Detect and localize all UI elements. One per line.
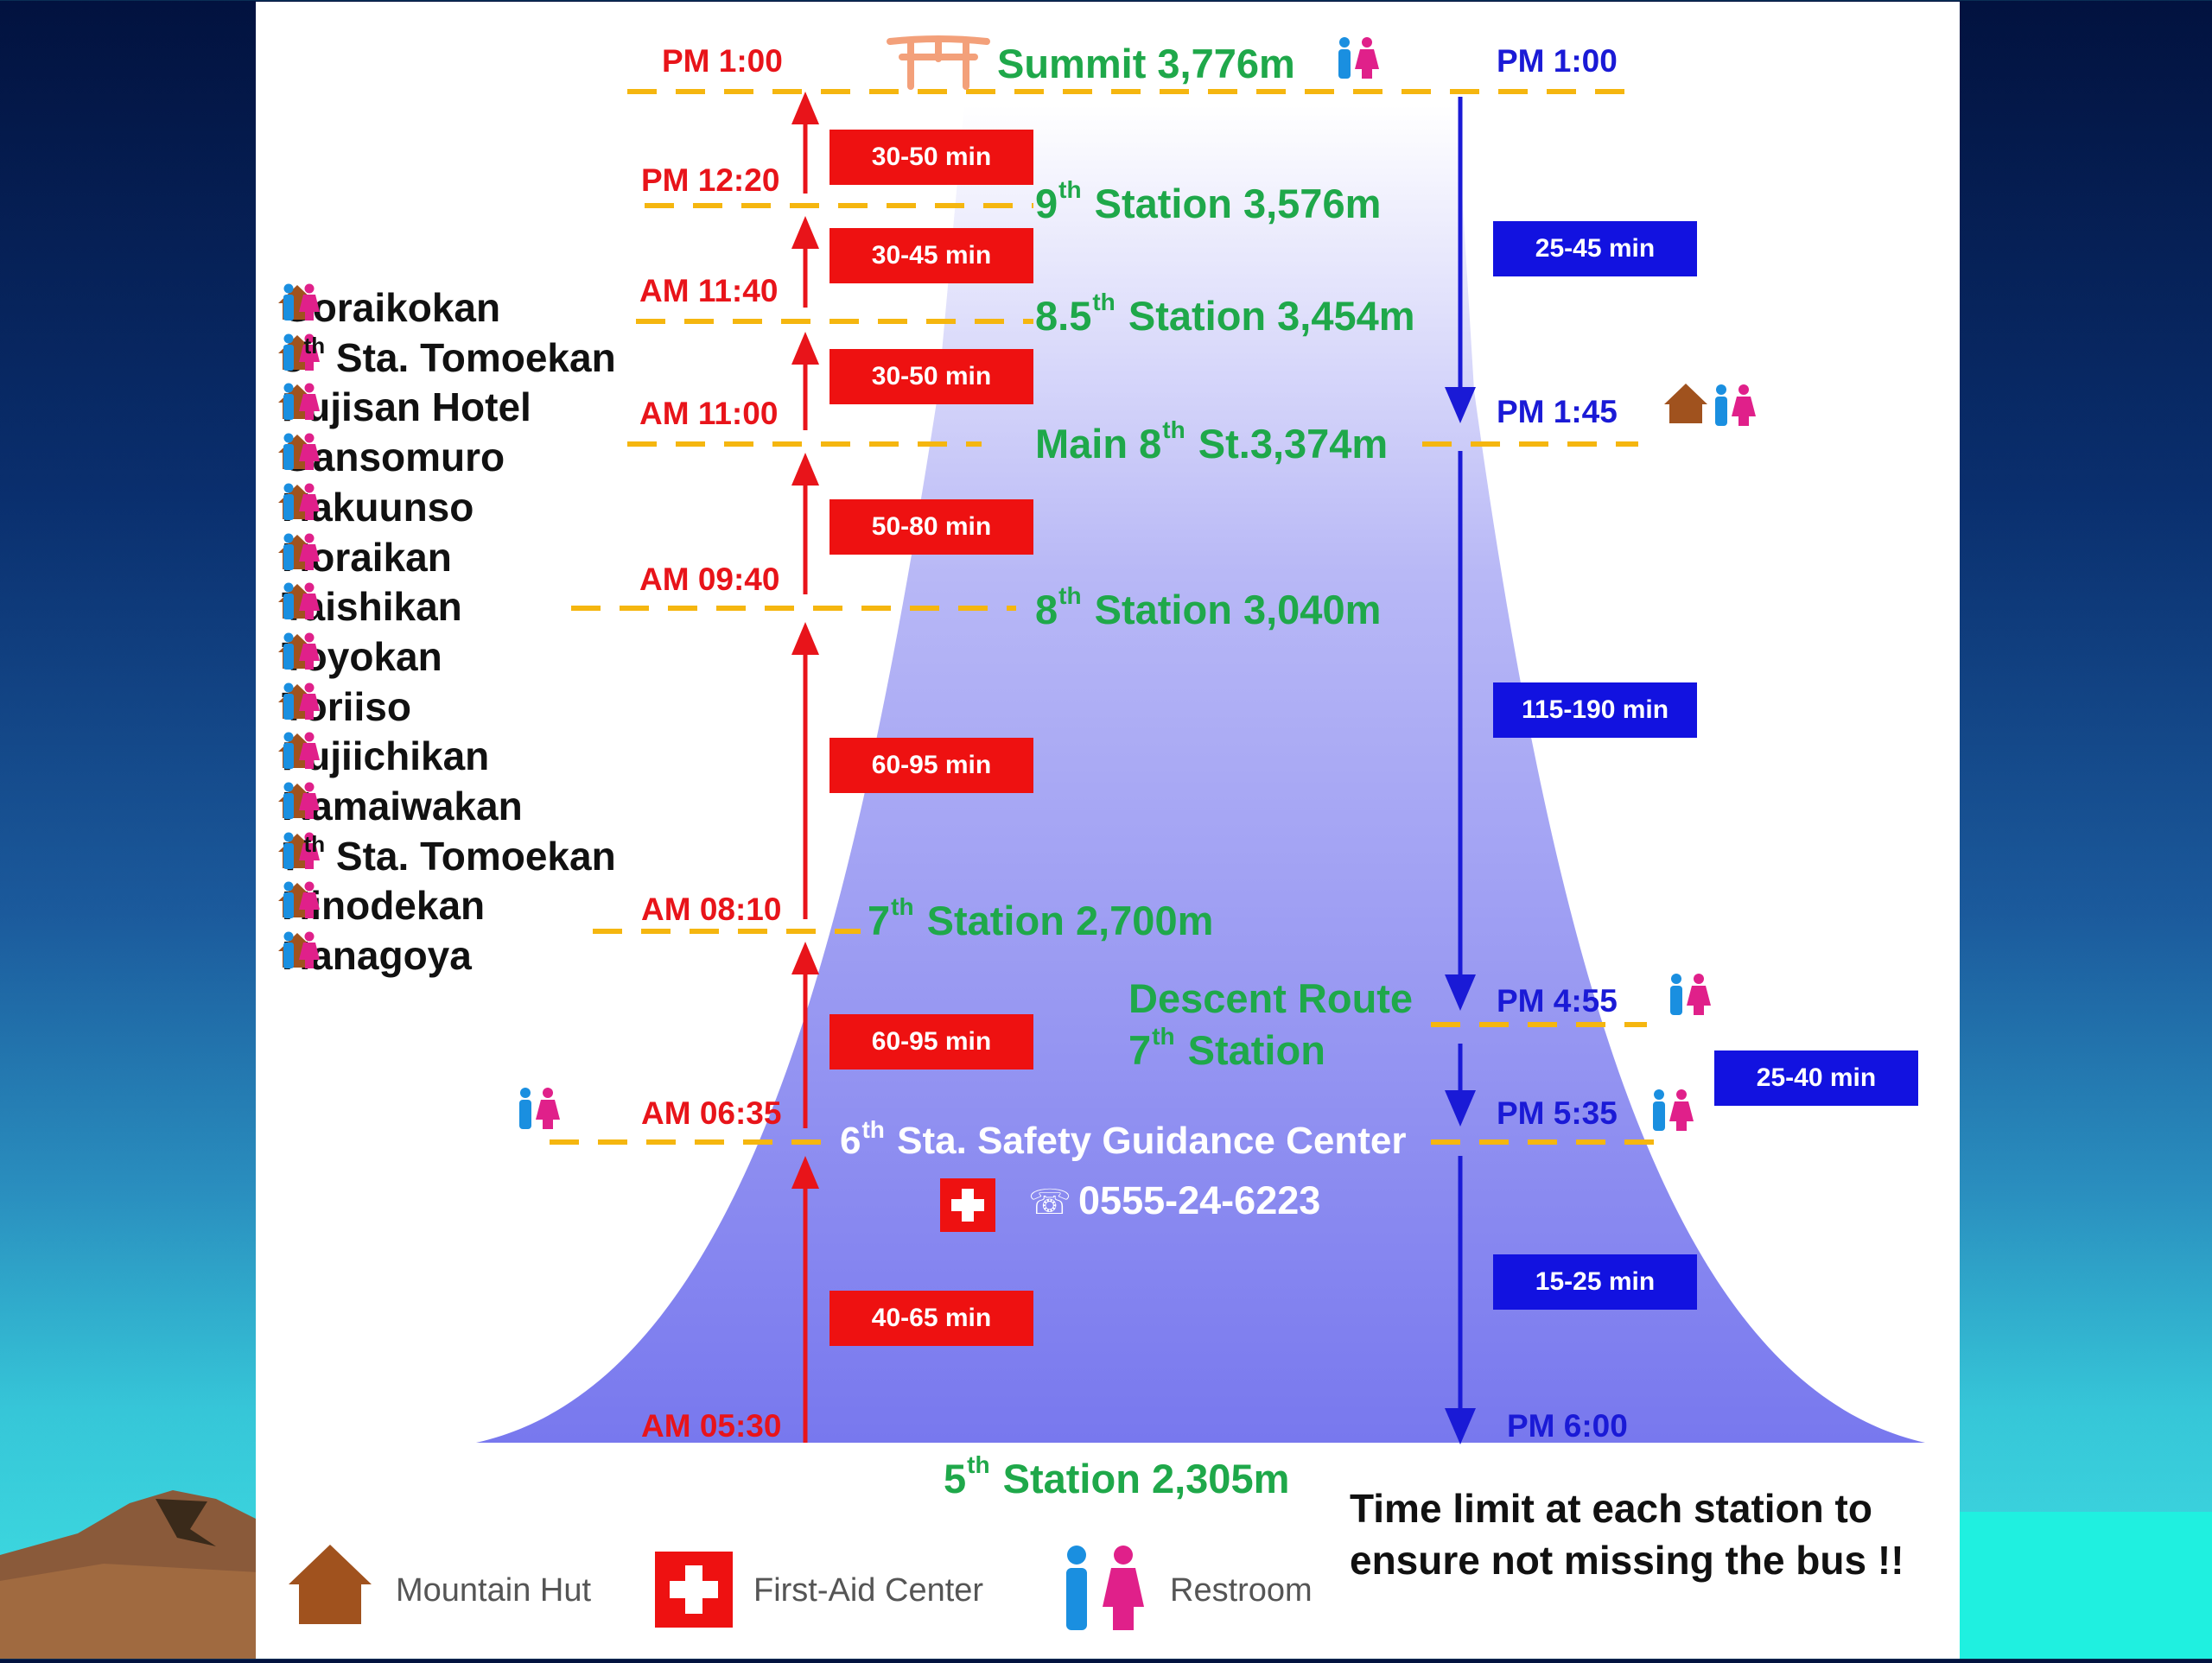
hut-row: Toyokan: [278, 632, 442, 681]
hut-row: Kamaiwakan: [278, 782, 523, 830]
station-7th: 7th Station 2,700m: [868, 893, 1214, 943]
hut-row: Fujisan Hotel: [278, 383, 531, 431]
downhill-time-descent7: PM 4:55: [1497, 983, 1618, 1019]
downhill-duration: 25-45 min: [1493, 221, 1697, 276]
phone-icon: ☏: [1028, 1184, 1072, 1222]
uphill-time-7th: AM 08:10: [641, 892, 782, 927]
hut-row: Hanagoya: [278, 931, 472, 980]
mountain-shape: [476, 105, 1925, 1443]
downhill-time-6th: PM 5:35: [1497, 1095, 1618, 1131]
station-8-5th: 8.5th Station 3,454m: [1035, 289, 1415, 339]
hut-row: Hakuunso: [278, 483, 474, 531]
legend-first-aid-label: First-Aid Center: [753, 1572, 984, 1609]
hut-row: Fujiichikan: [278, 732, 489, 780]
hut-row: Hinodekan: [278, 881, 485, 930]
station-6th-safety-center: 6th Sta. Safety Guidance Center: [840, 1116, 1407, 1162]
uphill-duration: 50-80 min: [830, 499, 1033, 555]
hut-name: 7th Sta. Tomoekan: [282, 830, 616, 879]
uphill-time-8th: AM 09:40: [639, 562, 780, 597]
summit-time-down: PM 1:00: [1497, 43, 1618, 79]
mountain-silhouette-left: [0, 1451, 259, 1659]
diagram-graphics: [476, 35, 1925, 1444]
uphill-duration: 40-65 min: [830, 1291, 1033, 1346]
hut-row: Horaikan: [278, 533, 452, 581]
downhill-duration: 25-40 min: [1714, 1050, 1918, 1106]
downhill-time-main8: PM 1:45: [1497, 394, 1618, 429]
summit-time-up: PM 1:00: [662, 43, 783, 79]
ground-strip-right: [1918, 1512, 2212, 1659]
uphill-time-9th: PM 12:20: [641, 162, 780, 198]
downhill-duration: 15-25 min: [1493, 1254, 1697, 1310]
hut-name: Kamaiwakan: [282, 784, 523, 828]
downhill-duration: 115-190 min: [1493, 682, 1697, 738]
climbing-schedule-diagram: PM 1:00 Summit 3,776m PM 1:00 PM 12:20 A…: [256, 2, 1960, 1659]
hut-name: Gansomuro: [282, 435, 505, 480]
uphill-duration: 30-50 min: [830, 349, 1033, 404]
hut-row: Taishikan: [278, 582, 462, 631]
downhill-time-5th: PM 6:00: [1507, 1408, 1628, 1444]
hut-name: Fujisan Hotel: [282, 384, 531, 430]
station-5th: 5th Station 2,305m: [944, 1451, 1290, 1501]
descent-7th-station: 7th Station: [1128, 1023, 1325, 1073]
hut-name: 8th Sta. Tomoekan: [282, 332, 616, 380]
uphill-duration: 60-95 min: [830, 1014, 1033, 1070]
torii-gate-icon: [887, 35, 990, 90]
hut-row: 8th Sta. Tomoekan: [278, 333, 616, 382]
hut-row: Toriiso: [278, 682, 411, 731]
uphill-time-85th: AM 11:40: [639, 273, 779, 308]
legend-mountain-hut-label: Mountain Hut: [396, 1572, 592, 1609]
uphill-time-main8: AM 11:00: [639, 396, 779, 431]
time-limit-note: Time limit at each station to ensure not…: [1350, 1486, 1904, 1583]
uphill-time-6th: AM 06:35: [641, 1095, 782, 1131]
station-9th: 9th Station 3,576m: [1035, 176, 1382, 226]
legend-restroom-label: Restroom: [1170, 1572, 1313, 1609]
phone-number: ☏ 0555-24-6223: [1028, 1178, 1321, 1222]
hut-row: Gansomuro: [278, 433, 505, 481]
uphill-duration: 30-45 min: [830, 228, 1033, 283]
hut-row: Goraikokan: [278, 283, 500, 332]
uphill-duration: 60-95 min: [830, 738, 1033, 793]
hut-row: 7th Sta. Tomoekan: [278, 830, 616, 880]
uphill-duration: 30-50 min: [830, 130, 1033, 185]
station-main-8th: Main 8th St.3,374m: [1035, 416, 1389, 467]
descent-route-label: Descent Route: [1128, 975, 1414, 1021]
uphill-time-5th: AM 05:30: [641, 1408, 782, 1444]
station-8th: 8th Station 3,040m: [1035, 582, 1382, 632]
summit-label: Summit 3,776m: [997, 41, 1295, 86]
